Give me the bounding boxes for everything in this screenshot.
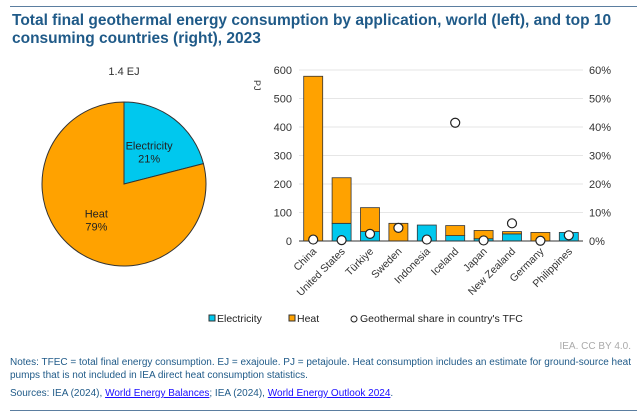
x-tick-label: Iceland [429, 246, 462, 279]
share-marker [421, 234, 432, 245]
y-tick-label: 100 [274, 208, 292, 220]
y-axis-label: PJ [252, 80, 262, 91]
pie-title: 1.4 EJ [108, 66, 139, 78]
pie-slice-heat [41, 101, 207, 267]
y-tick-label: 300 [274, 151, 292, 163]
y-tick-label: 600 [274, 65, 292, 77]
y2-tick-label: 10% [589, 208, 611, 220]
y2-tick-label: 0% [589, 236, 605, 248]
top-rule [10, 6, 637, 7]
legend-swatch-heat [288, 314, 296, 322]
legend-marker-share [350, 315, 358, 323]
pie-percent: 21% [138, 154, 160, 166]
share-marker [478, 235, 489, 246]
y2-tick-label: 20% [589, 179, 611, 191]
share-marker [506, 218, 518, 229]
sources-mid: ; IEA (2024), [209, 388, 268, 399]
bar-electricity [502, 233, 522, 242]
y2-tick-label: 50% [589, 94, 611, 106]
y-tick-label: 0 [286, 236, 292, 248]
legend-swatch-electricity [208, 314, 216, 322]
bar-heat [445, 225, 466, 236]
credit: IEA. CC BY 4.0. [559, 341, 631, 352]
bar-heat [360, 207, 380, 232]
y-tick-label: 500 [274, 94, 292, 106]
y-tick-label: 400 [274, 122, 292, 134]
bar-electricity [445, 235, 466, 242]
legend-electricity: Electricity [217, 313, 263, 325]
bottom-rule [10, 410, 637, 411]
share-marker [364, 228, 376, 239]
y2-tick-label: 30% [589, 151, 611, 163]
sources-suffix: . [390, 388, 394, 399]
bar-heat [502, 231, 522, 235]
pie-slice-electricity [123, 101, 205, 185]
pie-label: Electricity [126, 141, 174, 153]
legend-heat: Heat [297, 313, 319, 325]
share-marker [535, 235, 546, 246]
sources: Sources: IEA (2024), World Energy Balanc… [10, 388, 393, 399]
share-marker [393, 222, 404, 233]
y2-tick-label: 60% [589, 65, 611, 77]
link-world-energy-balances[interactable]: World Energy Balances [105, 388, 210, 399]
y2-tick-label: 40% [589, 122, 611, 134]
chart-title: Total final geothermal energy consumptio… [12, 12, 612, 47]
bar-heat [331, 177, 352, 224]
bar-heat [303, 75, 324, 242]
notes: Notes: TFEC = total final energy consump… [10, 357, 631, 381]
sources-prefix: Sources: IEA (2024), [10, 388, 106, 399]
legend-share: Geothermal share in country's TFC [360, 313, 523, 325]
share-marker [308, 234, 319, 245]
share-marker [563, 230, 574, 241]
share-marker [450, 117, 461, 128]
pie-label: Heat [85, 209, 108, 221]
pie-percent: 79% [85, 222, 107, 234]
y-tick-label: 200 [274, 179, 292, 191]
share-marker [336, 235, 347, 246]
link-world-energy-outlook[interactable]: World Energy Outlook 2024 [267, 388, 391, 399]
